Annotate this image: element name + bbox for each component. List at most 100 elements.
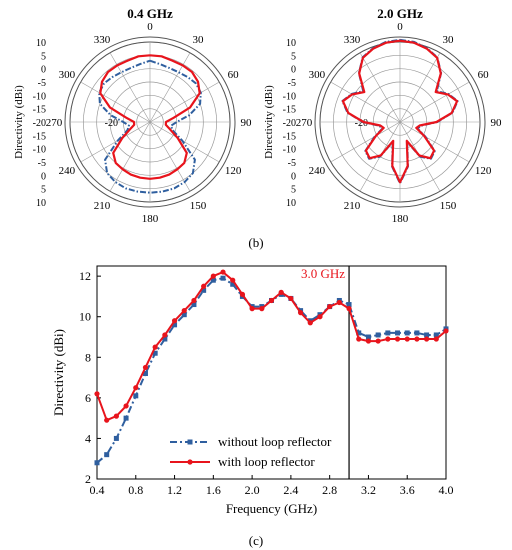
polar-radial-tick: 10 — [286, 38, 296, 49]
polar-radial-tick: -20 — [283, 118, 296, 129]
series-with-loop-reflector-marker — [365, 338, 372, 344]
polar-angle-label: 210 — [94, 200, 111, 212]
series-with-loop-reflector-marker — [433, 336, 439, 342]
series-without-loop-reflector-marker — [424, 332, 430, 338]
polar-radial-tick: 10 — [36, 198, 46, 209]
legend-entry: without loop reflector — [170, 434, 332, 449]
series-with-loop-reflector-marker — [133, 385, 139, 391]
series-with-loop-reflector-marker — [375, 338, 381, 344]
polar-angle-label: 150 — [440, 200, 457, 212]
series-with-loop-reflector-marker — [104, 417, 110, 423]
series-with-loop-reflector-marker — [210, 273, 216, 279]
polar-title: 0.4 GHz — [127, 6, 173, 21]
series-with-loop-reflector-marker — [336, 299, 342, 306]
polar-radial-tick: -10 — [33, 145, 46, 156]
polar-radial-tick: -10 — [283, 91, 296, 102]
polar-radial-tick: -20 — [33, 118, 46, 129]
polar-angle-label: 240 — [59, 165, 76, 177]
polar-angle-label: 30 — [193, 34, 205, 46]
series-with-loop-reflector-marker — [385, 336, 391, 342]
series-without-loop-reflector-marker — [123, 415, 129, 421]
series-without-loop-reflector-marker — [365, 334, 371, 340]
series-with-loop-reflector-marker — [113, 413, 119, 419]
polar-frame-ring — [314, 36, 486, 208]
series-without-loop-reflector-marker — [433, 332, 439, 338]
y-tick-label: 2 — [85, 472, 91, 486]
series-with-loop-reflector-marker — [394, 336, 401, 342]
polar-radial-tick: -15 — [33, 131, 46, 142]
polar-spoke — [80, 81, 151, 123]
series-without-loop-reflector-marker — [220, 275, 226, 281]
x-axis-label: Frequency (GHz) — [226, 501, 317, 516]
polar-spoke — [149, 81, 220, 123]
series-without-loop-reflector-marker — [385, 330, 391, 336]
series-with-loop-reflector-marker — [288, 295, 294, 302]
series-without-loop-reflector-marker — [181, 312, 187, 318]
polar-spoke — [149, 121, 220, 163]
x-tick-label: 0.8 — [128, 483, 143, 497]
polar-angle-label: 210 — [344, 200, 361, 212]
polar-angle-label: 150 — [190, 200, 207, 212]
series-with-loop-reflector-marker — [123, 403, 129, 409]
series-with-loop-reflector-marker — [443, 328, 449, 334]
polar-radial-tick: -5 — [38, 78, 46, 89]
polar-radial-tick: 5 — [291, 51, 296, 62]
series-with-loop-reflector-line — [96, 271, 447, 422]
series-without-loop-reflector-marker — [104, 452, 110, 458]
polar-angle-label: 120 — [225, 165, 242, 177]
polar-title: 2.0 GHz — [377, 6, 423, 21]
polar-angle-label: 300 — [59, 69, 76, 81]
x-tick-label: 2.0 — [245, 483, 260, 497]
series-with-loop-reflector-marker — [278, 289, 284, 295]
legend-marker — [187, 459, 193, 465]
polar-spoke — [109, 121, 151, 192]
legend-marker — [187, 439, 193, 445]
x-tick-label: 2.4 — [283, 483, 298, 497]
x-tick-label: 2.8 — [322, 483, 337, 497]
polar-radial-tick: 0 — [291, 65, 296, 76]
series-with-loop-reflector-marker — [239, 291, 246, 297]
caption-c: (c) — [249, 533, 263, 548]
series-with-loop-reflector-marker — [230, 277, 236, 283]
series-without-loop-reflector-marker — [230, 281, 236, 287]
series-with-loop-reflector-marker — [414, 336, 420, 342]
legend-label: without loop reflector — [218, 434, 332, 449]
series-with-loop-reflector-marker — [297, 310, 304, 316]
series-with-loop-reflector-marker — [152, 344, 158, 350]
series-without-loop-reflector-marker — [172, 322, 178, 328]
series-without-loop-reflector-marker — [346, 302, 352, 308]
series-with-loop-reflector-marker — [94, 391, 100, 397]
x-tick-label: 3.2 — [361, 483, 376, 497]
polar-frame-ring — [64, 36, 236, 208]
polar-angle-label: 180 — [392, 213, 409, 225]
legend-entry: with loop reflector — [170, 454, 315, 469]
polar-radial-tick: 0 — [41, 65, 46, 76]
series-with-loop-reflector-marker — [142, 364, 149, 371]
polar-angle-label: 300 — [309, 69, 326, 81]
polar-radial-tick: -5 — [38, 158, 46, 169]
series-with-loop-reflector-marker — [307, 320, 313, 326]
polar-spoke — [359, 52, 401, 123]
polar-angle-label: 240 — [309, 165, 326, 177]
series-without-loop-reflector — [98, 59, 202, 194]
series-with-loop-reflector-marker — [268, 297, 275, 304]
polar-radial-tick: -15 — [33, 105, 46, 116]
x-tick-label: 0.4 — [90, 483, 105, 497]
polar-angle-label: 0 — [397, 21, 403, 33]
series-with-loop-reflector-marker — [220, 269, 226, 275]
polar-angle-label: 330 — [94, 34, 111, 46]
y-tick-label: 10 — [79, 310, 91, 324]
series-without-loop-reflector-marker — [152, 350, 158, 356]
polar-radial-axis-label: Directivity (dBi) — [13, 85, 25, 159]
series-without-loop-reflector-marker — [142, 371, 148, 377]
polar-radial-tick: -5 — [288, 158, 296, 169]
polar-spoke — [80, 121, 151, 163]
polar-spoke — [399, 121, 470, 163]
series-without-loop-reflector-marker — [113, 435, 119, 441]
series-with-loop-reflector-marker — [201, 283, 207, 289]
polar-radial-tick: 5 — [41, 51, 46, 62]
polar-radial-tick: 5 — [41, 185, 46, 196]
polar-angle-label: 60 — [228, 69, 240, 81]
y-tick-label: 12 — [79, 269, 91, 283]
